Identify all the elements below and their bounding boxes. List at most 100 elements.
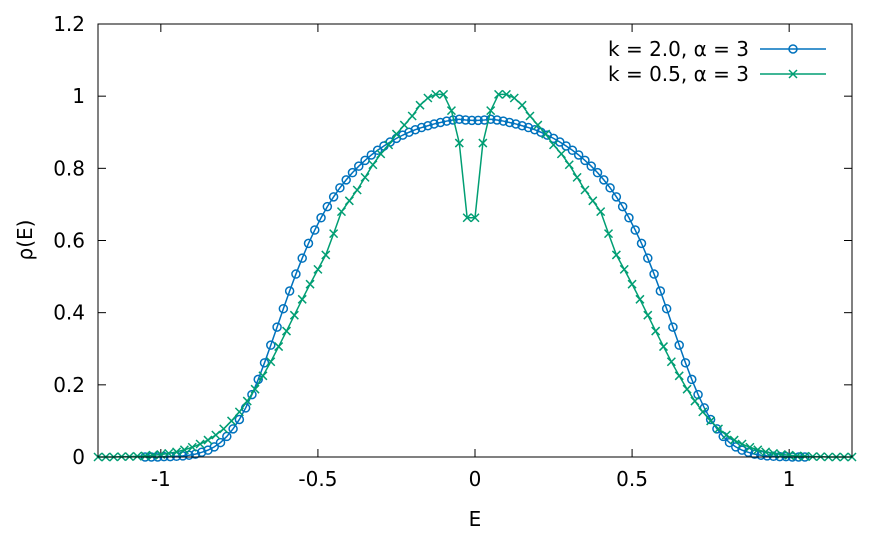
y-tick-label: 0	[72, 445, 85, 469]
data-point	[435, 117, 446, 128]
data-point	[266, 340, 276, 350]
data-point	[561, 141, 571, 151]
legend: k = 2.0, α = 3 k = 0.5, α = 3	[608, 37, 826, 86]
data-point	[567, 145, 578, 156]
data-point	[284, 286, 295, 296]
data-point	[179, 445, 189, 455]
legend-label-series-2: k = 0.5, α = 3	[608, 62, 749, 86]
data-point	[410, 124, 421, 135]
data-point	[643, 310, 653, 320]
x-axis-label: E	[469, 507, 482, 531]
y-axis-label: ρ(E)	[13, 220, 37, 261]
data-point	[761, 447, 771, 457]
data-point	[329, 229, 339, 239]
data-point	[768, 451, 779, 462]
data-point	[494, 89, 504, 99]
data-point	[164, 448, 174, 458]
data-point	[737, 439, 747, 449]
data-point	[792, 451, 802, 461]
data-point	[636, 238, 647, 249]
data-point	[297, 253, 307, 263]
plot-frame	[97, 23, 853, 458]
data-point	[313, 264, 323, 274]
data-point	[630, 225, 640, 235]
data-point	[274, 342, 284, 352]
data-point	[624, 213, 634, 223]
series-line	[145, 118, 805, 458]
data-point	[473, 115, 483, 126]
data-point	[347, 167, 358, 178]
data-point	[196, 447, 207, 458]
data-point	[281, 326, 292, 336]
data-point	[209, 442, 219, 452]
data-point	[372, 145, 383, 156]
y-tick-label: 1.2	[53, 12, 85, 36]
data-point	[366, 150, 377, 160]
data-point	[195, 439, 205, 449]
data-point	[517, 121, 527, 131]
data-point	[305, 279, 315, 289]
data-point	[423, 93, 433, 103]
data-point	[250, 384, 260, 394]
data-point	[187, 442, 197, 452]
data-point	[289, 310, 299, 320]
data-point	[399, 120, 409, 130]
data-point	[651, 326, 661, 336]
legend-entry: k = 2.0, α = 3	[608, 37, 826, 61]
data-point	[705, 414, 716, 425]
data-point	[215, 437, 226, 448]
data-point	[511, 119, 521, 129]
data-point	[635, 294, 645, 304]
data-point	[297, 294, 307, 304]
data-point	[658, 342, 669, 352]
data-point	[649, 269, 659, 279]
data-point	[611, 192, 622, 202]
data-point	[800, 451, 810, 461]
data-point	[529, 124, 540, 135]
data-point	[617, 201, 628, 212]
data-point	[556, 149, 566, 159]
x-tick-label: 1	[783, 467, 796, 491]
data-point	[784, 450, 794, 460]
data-point	[687, 374, 697, 385]
data-point	[344, 196, 354, 206]
data-point	[580, 155, 590, 166]
data-point	[523, 122, 534, 133]
data-point	[360, 172, 370, 182]
data-point	[454, 138, 464, 148]
data-point	[753, 445, 763, 455]
data-point	[596, 207, 606, 217]
data-point	[219, 424, 229, 434]
x-tick-label: 0.5	[616, 467, 648, 491]
data-point	[431, 89, 441, 99]
data-point	[712, 424, 722, 434]
data-point	[485, 114, 496, 125]
y-tick-label: 0.6	[53, 229, 85, 253]
data-point	[460, 115, 471, 125]
data-point	[674, 371, 684, 381]
data-point	[745, 442, 755, 452]
data-point	[661, 303, 672, 314]
data-point	[132, 451, 142, 461]
data-point	[467, 115, 477, 126]
data-point	[404, 127, 414, 137]
data-point	[368, 160, 378, 170]
data-point	[316, 213, 326, 223]
data-point	[446, 106, 456, 116]
series-line	[98, 93, 852, 458]
data-point	[698, 407, 708, 417]
x-tick-label: -0.5	[298, 467, 337, 491]
data-point	[336, 207, 347, 217]
data-point	[749, 449, 760, 459]
data-point	[360, 155, 370, 166]
legend-sample-series-1	[760, 44, 826, 54]
data-point	[580, 185, 590, 195]
data-point	[486, 106, 496, 116]
data-point	[303, 238, 314, 249]
data-point	[328, 192, 339, 202]
data-point	[470, 213, 480, 223]
data-point	[278, 303, 289, 314]
data-point	[478, 138, 488, 148]
data-point	[619, 264, 629, 274]
